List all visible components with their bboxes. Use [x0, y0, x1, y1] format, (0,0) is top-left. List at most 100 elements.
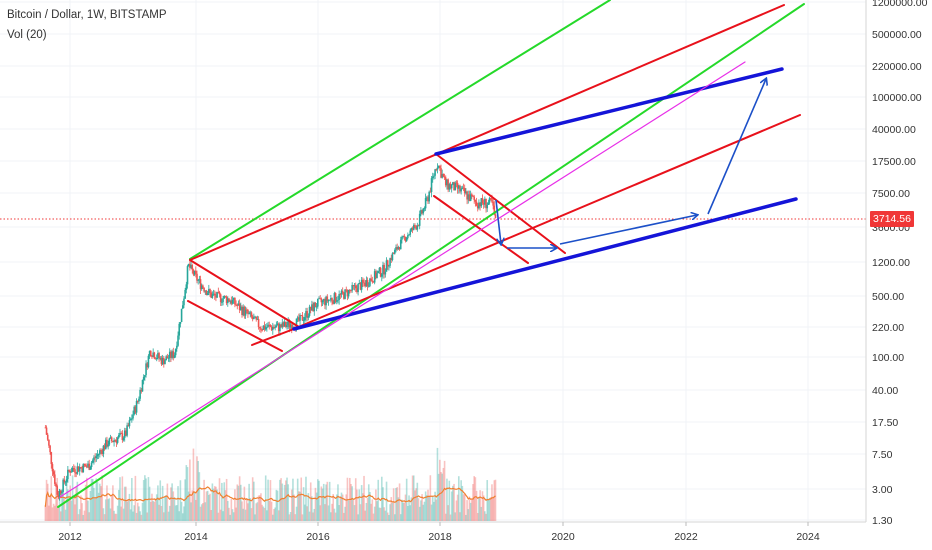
- volume-bar: [435, 499, 438, 521]
- candle-body: [295, 318, 298, 329]
- candle-body: [134, 406, 137, 413]
- volume-bar: [482, 495, 485, 521]
- volume-bar: [331, 503, 333, 521]
- candle-body: [215, 295, 217, 298]
- candle-body: [48, 439, 50, 446]
- candle-body: [402, 235, 404, 237]
- candle-body: [46, 434, 49, 440]
- candle-body: [283, 321, 286, 327]
- candle-body: [288, 321, 291, 328]
- volume-bar: [135, 512, 138, 521]
- candle-body: [268, 324, 271, 326]
- candle-body: [409, 230, 412, 235]
- volume-bar: [466, 500, 468, 521]
- volume-bar: [394, 514, 396, 521]
- y-axis[interactable]: 1200000.00 500000.00 220000.00 100000.00 400…: [872, 0, 928, 527]
- candle-body: [416, 225, 419, 230]
- volume-bar: [189, 459, 191, 521]
- candle-body: [185, 284, 188, 290]
- volume-bar: [237, 485, 240, 521]
- candle-body: [241, 306, 243, 316]
- candle-body: [176, 345, 178, 349]
- volume-bar: [158, 504, 160, 521]
- volume-bar: [286, 477, 288, 521]
- volume-bar: [91, 479, 94, 521]
- candle-body: [149, 351, 152, 357]
- volume-bar: [401, 499, 403, 521]
- volume-bar: [96, 481, 99, 521]
- candle-body: [118, 435, 120, 438]
- volume-bar: [341, 494, 344, 521]
- volume-bar: [290, 489, 293, 521]
- candle-body: [436, 167, 439, 170]
- red-channel-upper: [189, 4, 785, 261]
- volume-bar: [274, 507, 276, 521]
- candle-body: [354, 285, 357, 289]
- volume-bar: [350, 484, 352, 521]
- candle-body: [88, 463, 90, 470]
- volume-bar: [330, 512, 332, 521]
- volume-bar: [377, 479, 380, 521]
- candle-body: [452, 182, 454, 185]
- candle-body: [282, 322, 285, 327]
- candle-body: [174, 348, 177, 356]
- volume-bar: [289, 512, 292, 521]
- volume-bar: [152, 500, 154, 521]
- candle-body: [96, 454, 99, 457]
- volume-bar: [293, 494, 295, 521]
- volume-bar: [457, 476, 460, 521]
- candle-body: [277, 323, 280, 332]
- candle-body: [83, 463, 86, 466]
- volume-bar: [443, 460, 446, 521]
- volume-bar: [485, 513, 487, 521]
- candle-body: [367, 285, 370, 287]
- volume-bar: [365, 502, 368, 521]
- candle-body: [338, 294, 340, 300]
- volume-bar: [177, 486, 179, 521]
- candle-body: [360, 279, 363, 290]
- volume-bar: [223, 482, 226, 521]
- volume-bar: [69, 485, 72, 521]
- volume-bar: [62, 495, 64, 521]
- volume-bar: [210, 510, 213, 521]
- volume-bar: [133, 505, 136, 521]
- candle-body: [320, 298, 323, 303]
- candle-body: [281, 322, 284, 328]
- volume-bar: [50, 476, 53, 521]
- volume-bar: [165, 495, 167, 521]
- candle-body: [332, 301, 335, 304]
- volume-bar: [127, 499, 130, 521]
- volume-bar: [363, 475, 365, 521]
- candle-body: [116, 437, 119, 443]
- volume-bar: [383, 507, 385, 521]
- candle-body: [114, 440, 117, 441]
- candle-body: [303, 317, 306, 321]
- x-axis[interactable]: 2012 2014 2016 2018 2020 2022 2024: [58, 522, 820, 543]
- candle-body: [364, 282, 367, 287]
- volume-bar: [116, 505, 119, 521]
- candle-body: [492, 201, 494, 206]
- volume-bar: [403, 502, 406, 521]
- volume-bar: [303, 504, 306, 521]
- candle-body: [388, 265, 390, 267]
- x-tick-label: 2014: [184, 531, 208, 543]
- candle-body: [357, 284, 359, 292]
- volume-bar: [315, 492, 318, 521]
- candle-body: [488, 197, 491, 203]
- volume-bar: [356, 489, 358, 521]
- volume-bar: [172, 491, 175, 521]
- volume-bar: [154, 498, 157, 521]
- volume-bar: [309, 482, 312, 521]
- candle-body: [468, 194, 471, 201]
- volume-bar: [106, 485, 108, 521]
- volume-bar: [460, 480, 462, 521]
- candle-body: [158, 353, 160, 359]
- volume-bar: [474, 477, 477, 521]
- candle-body: [328, 299, 331, 301]
- candle-body: [119, 433, 121, 436]
- volume-bar: [384, 510, 387, 521]
- candle-body: [133, 406, 136, 415]
- volume-bar: [481, 491, 484, 521]
- volume-bar: [57, 505, 60, 521]
- y-tick-label: 7.50: [872, 449, 893, 461]
